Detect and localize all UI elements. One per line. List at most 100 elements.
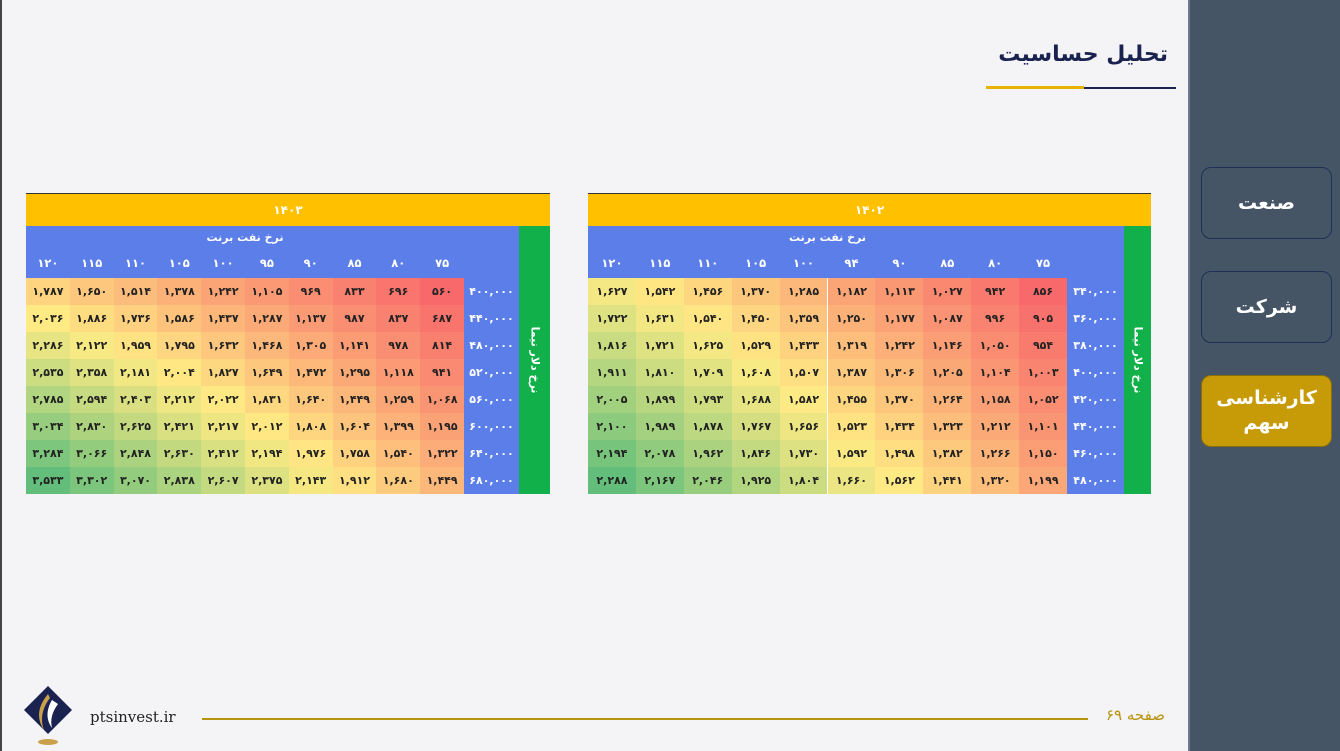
row-header-value: ۳۶۰,۰۰۰	[1073, 312, 1118, 325]
table-cell: ۲,۱۸۱	[113, 359, 158, 386]
table-cell: ۸۳۳	[332, 278, 377, 305]
column-header: ۱۱۰	[697, 256, 719, 270]
table-cell: ۲,۰۱۲	[245, 413, 289, 440]
footer-divider	[202, 718, 1088, 720]
row-header	[1067, 305, 1124, 332]
table-cell: ۱,۲۵۰	[827, 305, 876, 332]
table-cell: ۵۶۰	[420, 278, 464, 305]
table-cell: ۲,۱۹۴	[245, 440, 289, 467]
table-cell: ۹۵۴	[1019, 332, 1067, 359]
table-cell: ۲,۸۳۰	[69, 413, 114, 440]
table-cell: ۱,۰۰۳	[1019, 359, 1067, 386]
table-cell: ۱,۳۸۲	[923, 440, 972, 467]
table-cell: ۱,۱۴۶	[923, 332, 972, 359]
table-cell: ۱,۵۴۲	[635, 278, 684, 305]
column-header: ۱۲۰	[601, 256, 623, 270]
row-header	[464, 386, 519, 413]
column-header: ۹۰	[892, 256, 907, 270]
table-cell: ۲,۱۹۴	[588, 440, 636, 467]
row-header	[464, 278, 519, 305]
sidebar-item-industry[interactable]: صنعت	[1201, 167, 1332, 239]
table-cell: ۱,۷۵۸	[332, 440, 377, 467]
column-axis-label: نرخ نفت برنت	[206, 231, 284, 244]
footer-website[interactable]: ptsinvest.ir	[90, 708, 176, 726]
table-cell: ۳,۰۷۰	[113, 467, 158, 494]
table-cell: ۲,۰۷۸	[635, 440, 684, 467]
table-cell: ۱,۰۶۸	[420, 386, 464, 413]
sidebar: صنعت شرکت کارشناسی سهم	[1188, 0, 1340, 751]
table-cell: ۱,۴۹۸	[875, 440, 924, 467]
table-cell: ۱,۴۳۷	[201, 305, 245, 332]
table-year-header: ۱۴۰۲	[588, 193, 1151, 226]
row-header-value: ۴۸۰,۰۰۰	[469, 339, 514, 352]
row-header	[1067, 440, 1124, 467]
table-cell: ۱,۸۸۶	[69, 305, 114, 332]
table-cell: ۱,۵۲۹	[731, 332, 780, 359]
table-cell: ۲,۶۰۷	[201, 467, 245, 494]
table-cell: ۹۷۸	[376, 332, 421, 359]
table-cell: ۱,۳۷۰	[731, 278, 780, 305]
table-cell: ۲,۶۳۰	[157, 440, 202, 467]
table-cell: ۲,۴۰۳	[113, 386, 158, 413]
table-cell: ۱,۲۶۶	[971, 440, 1020, 467]
table-cell: ۲,۰۴۶	[683, 467, 732, 494]
row-header-value: ۵۶۰,۰۰۰	[469, 393, 514, 406]
row-header-value: ۴۸۰,۰۰۰	[1073, 474, 1118, 487]
table-cell: ۲,۲۸۸	[588, 467, 636, 494]
column-header: ۱۰۵	[168, 256, 190, 270]
column-header: ۹۴	[844, 256, 859, 270]
table-cell: ۱,۱۹۹	[1019, 467, 1067, 494]
title-underline-navy	[1084, 87, 1176, 89]
table-cell: ۱,۷۶۷	[731, 413, 780, 440]
table-cell: ۱,۶۴۹	[245, 359, 289, 386]
column-header: ۸۰	[391, 256, 406, 270]
table-cell: ۶۹۶	[376, 278, 421, 305]
table-cell: ۱,۶۸۸	[731, 386, 780, 413]
column-header: ۸۵	[940, 256, 955, 270]
table-cell: ۲,۱۶۷	[635, 467, 684, 494]
column-header: ۷۵	[435, 256, 450, 270]
sidebar-item-stock-valuation[interactable]: کارشناسی سهم	[1201, 375, 1332, 447]
table-cell: ۱,۴۴۹	[420, 467, 464, 494]
table-cell: ۱,۴۵۶	[683, 278, 732, 305]
table-cell: ۱,۳۰۶	[875, 359, 924, 386]
table-cell: ۱,۳۲۳	[923, 413, 972, 440]
column-header: ۱۰۰	[793, 256, 815, 270]
table-cell: ۱,۹۸۹	[635, 413, 684, 440]
row-header	[464, 413, 519, 440]
sidebar-item-company[interactable]: شرکت	[1201, 271, 1332, 343]
table-cell: ۱,۰۸۷	[923, 305, 972, 332]
row-header-value: ۴۴۰,۰۰۰	[469, 312, 514, 325]
table-cell: ۱,۵۶۲	[875, 467, 924, 494]
column-header: ۸۰	[988, 256, 1003, 270]
row-header-value: ۶۰۰,۰۰۰	[469, 420, 514, 433]
row-header-value: ۳۴۰,۰۰۰	[1073, 285, 1118, 298]
table-cell: ۱,۵۴۰	[376, 440, 421, 467]
table-year-header: ۱۴۰۳	[26, 193, 550, 226]
table-cell: ۱,۷۳۰	[779, 440, 828, 467]
row-header	[464, 305, 519, 332]
table-cell: ۱,۶۰۴	[332, 413, 377, 440]
table-cell: ۱,۹۷۶	[288, 440, 333, 467]
table-cell: ۱,۲۰۵	[923, 359, 972, 386]
company-logo	[24, 686, 72, 745]
table-cell: ۱,۳۲۲	[420, 440, 464, 467]
table-cell: ۲,۵۳۵	[26, 359, 70, 386]
table-cell: ۱,۱۷۷	[875, 305, 924, 332]
table-cell: ۹۰۵	[1019, 305, 1067, 332]
row-header	[1067, 386, 1124, 413]
table-cell: ۲,۲۸۶	[26, 332, 70, 359]
table-cell: ۱,۲۴۲	[201, 278, 245, 305]
row-axis-label: نرخ دلار نیما	[1131, 326, 1144, 394]
table-cell: ۳,۵۳۳	[26, 467, 70, 494]
table-cell: ۱,۱۳۷	[288, 305, 333, 332]
table-cell: ۹۸۷	[332, 305, 377, 332]
table-cell: ۱,۷۸۷	[26, 278, 70, 305]
table-cell: ۱,۶۰۸	[731, 359, 780, 386]
table-cell: ۱,۲۶۴	[923, 386, 972, 413]
table-cell: ۱,۳۰۵	[288, 332, 333, 359]
table-cell: ۱,۸۲۷	[201, 359, 245, 386]
table-cell: ۲,۰۲۲	[201, 386, 245, 413]
row-header	[464, 467, 519, 494]
